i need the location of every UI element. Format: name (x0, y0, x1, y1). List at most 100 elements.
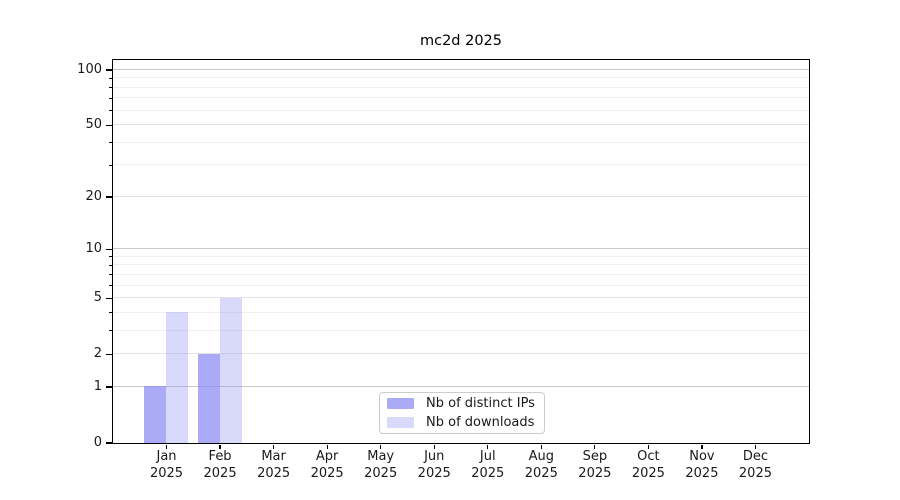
x-tick-year: 2025 (524, 465, 558, 481)
y-tick-label: 2 (93, 346, 102, 362)
y-tick-label: 0 (93, 435, 102, 450)
x-tick (380, 444, 382, 449)
y-gridline (112, 124, 809, 126)
x-tick (594, 444, 596, 449)
y-gridline (112, 109, 809, 111)
y-tick (106, 353, 112, 355)
y-gridline (112, 284, 809, 286)
x-tick-year: 2025 (310, 465, 344, 481)
x-tick-label: Feb 2025 (190, 449, 250, 482)
y-minor-tick (108, 97, 112, 99)
x-tick (647, 444, 650, 449)
x-tick-label: Dec 2025 (725, 449, 785, 482)
y-tick-label: 100 (77, 62, 102, 77)
legend-label-distinct-ips: Nb of distinct IPs (426, 396, 535, 411)
x-tick (701, 444, 703, 449)
legend-swatch-downloads (387, 417, 414, 428)
x-tick (754, 444, 757, 449)
x-tick-month: Apr (315, 449, 339, 464)
y-minor-tick (108, 264, 112, 266)
y-gridline (112, 264, 809, 266)
y-gridline (112, 311, 809, 313)
y-tick-label: 10 (85, 241, 102, 257)
y-minor-tick (108, 110, 112, 112)
x-tick (165, 444, 168, 449)
x-tick-year: 2025 (364, 465, 398, 481)
plot-area (111, 58, 810, 444)
x-tick-label: Jul 2025 (458, 449, 518, 482)
bar-feb-series1 (219, 297, 242, 443)
y-tick (106, 196, 112, 198)
x-tick (540, 444, 542, 449)
y-tick (106, 124, 112, 126)
x-tick-label: Mar 2025 (244, 449, 304, 482)
legend: Nb of distinct IPs Nb of downloads (379, 392, 545, 434)
x-tick-label: Aug 2025 (511, 449, 571, 482)
x-tick-year: 2025 (471, 465, 505, 481)
y-tick-label: 50 (85, 117, 102, 133)
y-gridline (112, 329, 809, 331)
x-tick (219, 444, 221, 449)
x-tick-year: 2025 (203, 465, 237, 481)
y-gridline (112, 69, 809, 70)
y-tick (106, 386, 112, 388)
y-gridline (112, 97, 809, 99)
y-gridline (112, 273, 809, 275)
x-tick-month: Jun (424, 449, 445, 464)
x-tick-month: Mar (261, 449, 286, 464)
x-tick-month: Sep (582, 449, 608, 464)
x-tick-month: Oct (637, 449, 660, 464)
x-tick-year: 2025 (149, 465, 184, 481)
y-gridline (112, 248, 809, 250)
legend-label-downloads: Nb of downloads (426, 415, 535, 430)
y-tick (106, 442, 112, 444)
chart-title: mc2d 2025 (419, 33, 503, 49)
x-tick-year: 2025 (631, 465, 665, 481)
y-minor-tick (108, 285, 112, 287)
legend-item-downloads: Nb of downloads (387, 415, 544, 431)
x-tick-month: Feb (208, 449, 232, 464)
x-tick-year: 2025 (417, 465, 451, 481)
x-tick-label: Apr 2025 (297, 449, 357, 482)
x-tick-year: 2025 (738, 465, 772, 481)
x-tick-label: Nov 2025 (672, 449, 732, 482)
y-gridline (112, 141, 809, 143)
bar-jan-series0 (144, 386, 167, 443)
y-minor-tick (108, 142, 112, 144)
y-gridline (112, 353, 809, 355)
x-tick-month: Dec (742, 449, 769, 464)
x-tick-month: Jan (156, 449, 177, 464)
x-tick (487, 444, 489, 449)
bar-feb-series0 (197, 353, 220, 443)
y-minor-tick (108, 312, 112, 314)
y-gridline (112, 255, 809, 257)
y-gridline (112, 195, 809, 197)
y-tick-label: 20 (85, 188, 102, 204)
y-minor-tick (108, 164, 112, 166)
x-tick-month: Nov (689, 449, 715, 464)
x-tick-year: 2025 (685, 465, 719, 481)
bar-layer (113, 60, 809, 443)
bar-jan-series1 (166, 312, 189, 443)
legend-swatch-distinct-ips (387, 398, 414, 409)
x-tick-month: Aug (528, 449, 554, 464)
x-tick (433, 444, 435, 449)
x-tick-label: Sep 2025 (565, 449, 625, 482)
y-minor-tick (108, 87, 112, 89)
y-gridline (112, 385, 809, 387)
x-tick-year: 2025 (257, 465, 291, 481)
grid-layer (112, 60, 809, 443)
y-tick-label: 5 (93, 290, 102, 306)
y-gridline (112, 164, 809, 166)
y-minor-tick (108, 256, 112, 258)
x-tick-label: Jun 2025 (404, 449, 464, 482)
legend-item-distinct-ips: Nb of distinct IPs (387, 396, 544, 412)
x-tick-month: Jul (479, 449, 496, 464)
x-tick (272, 444, 275, 449)
y-tick (106, 297, 112, 299)
y-minor-tick (108, 330, 112, 332)
x-tick (326, 444, 328, 449)
y-gridline (112, 297, 809, 299)
